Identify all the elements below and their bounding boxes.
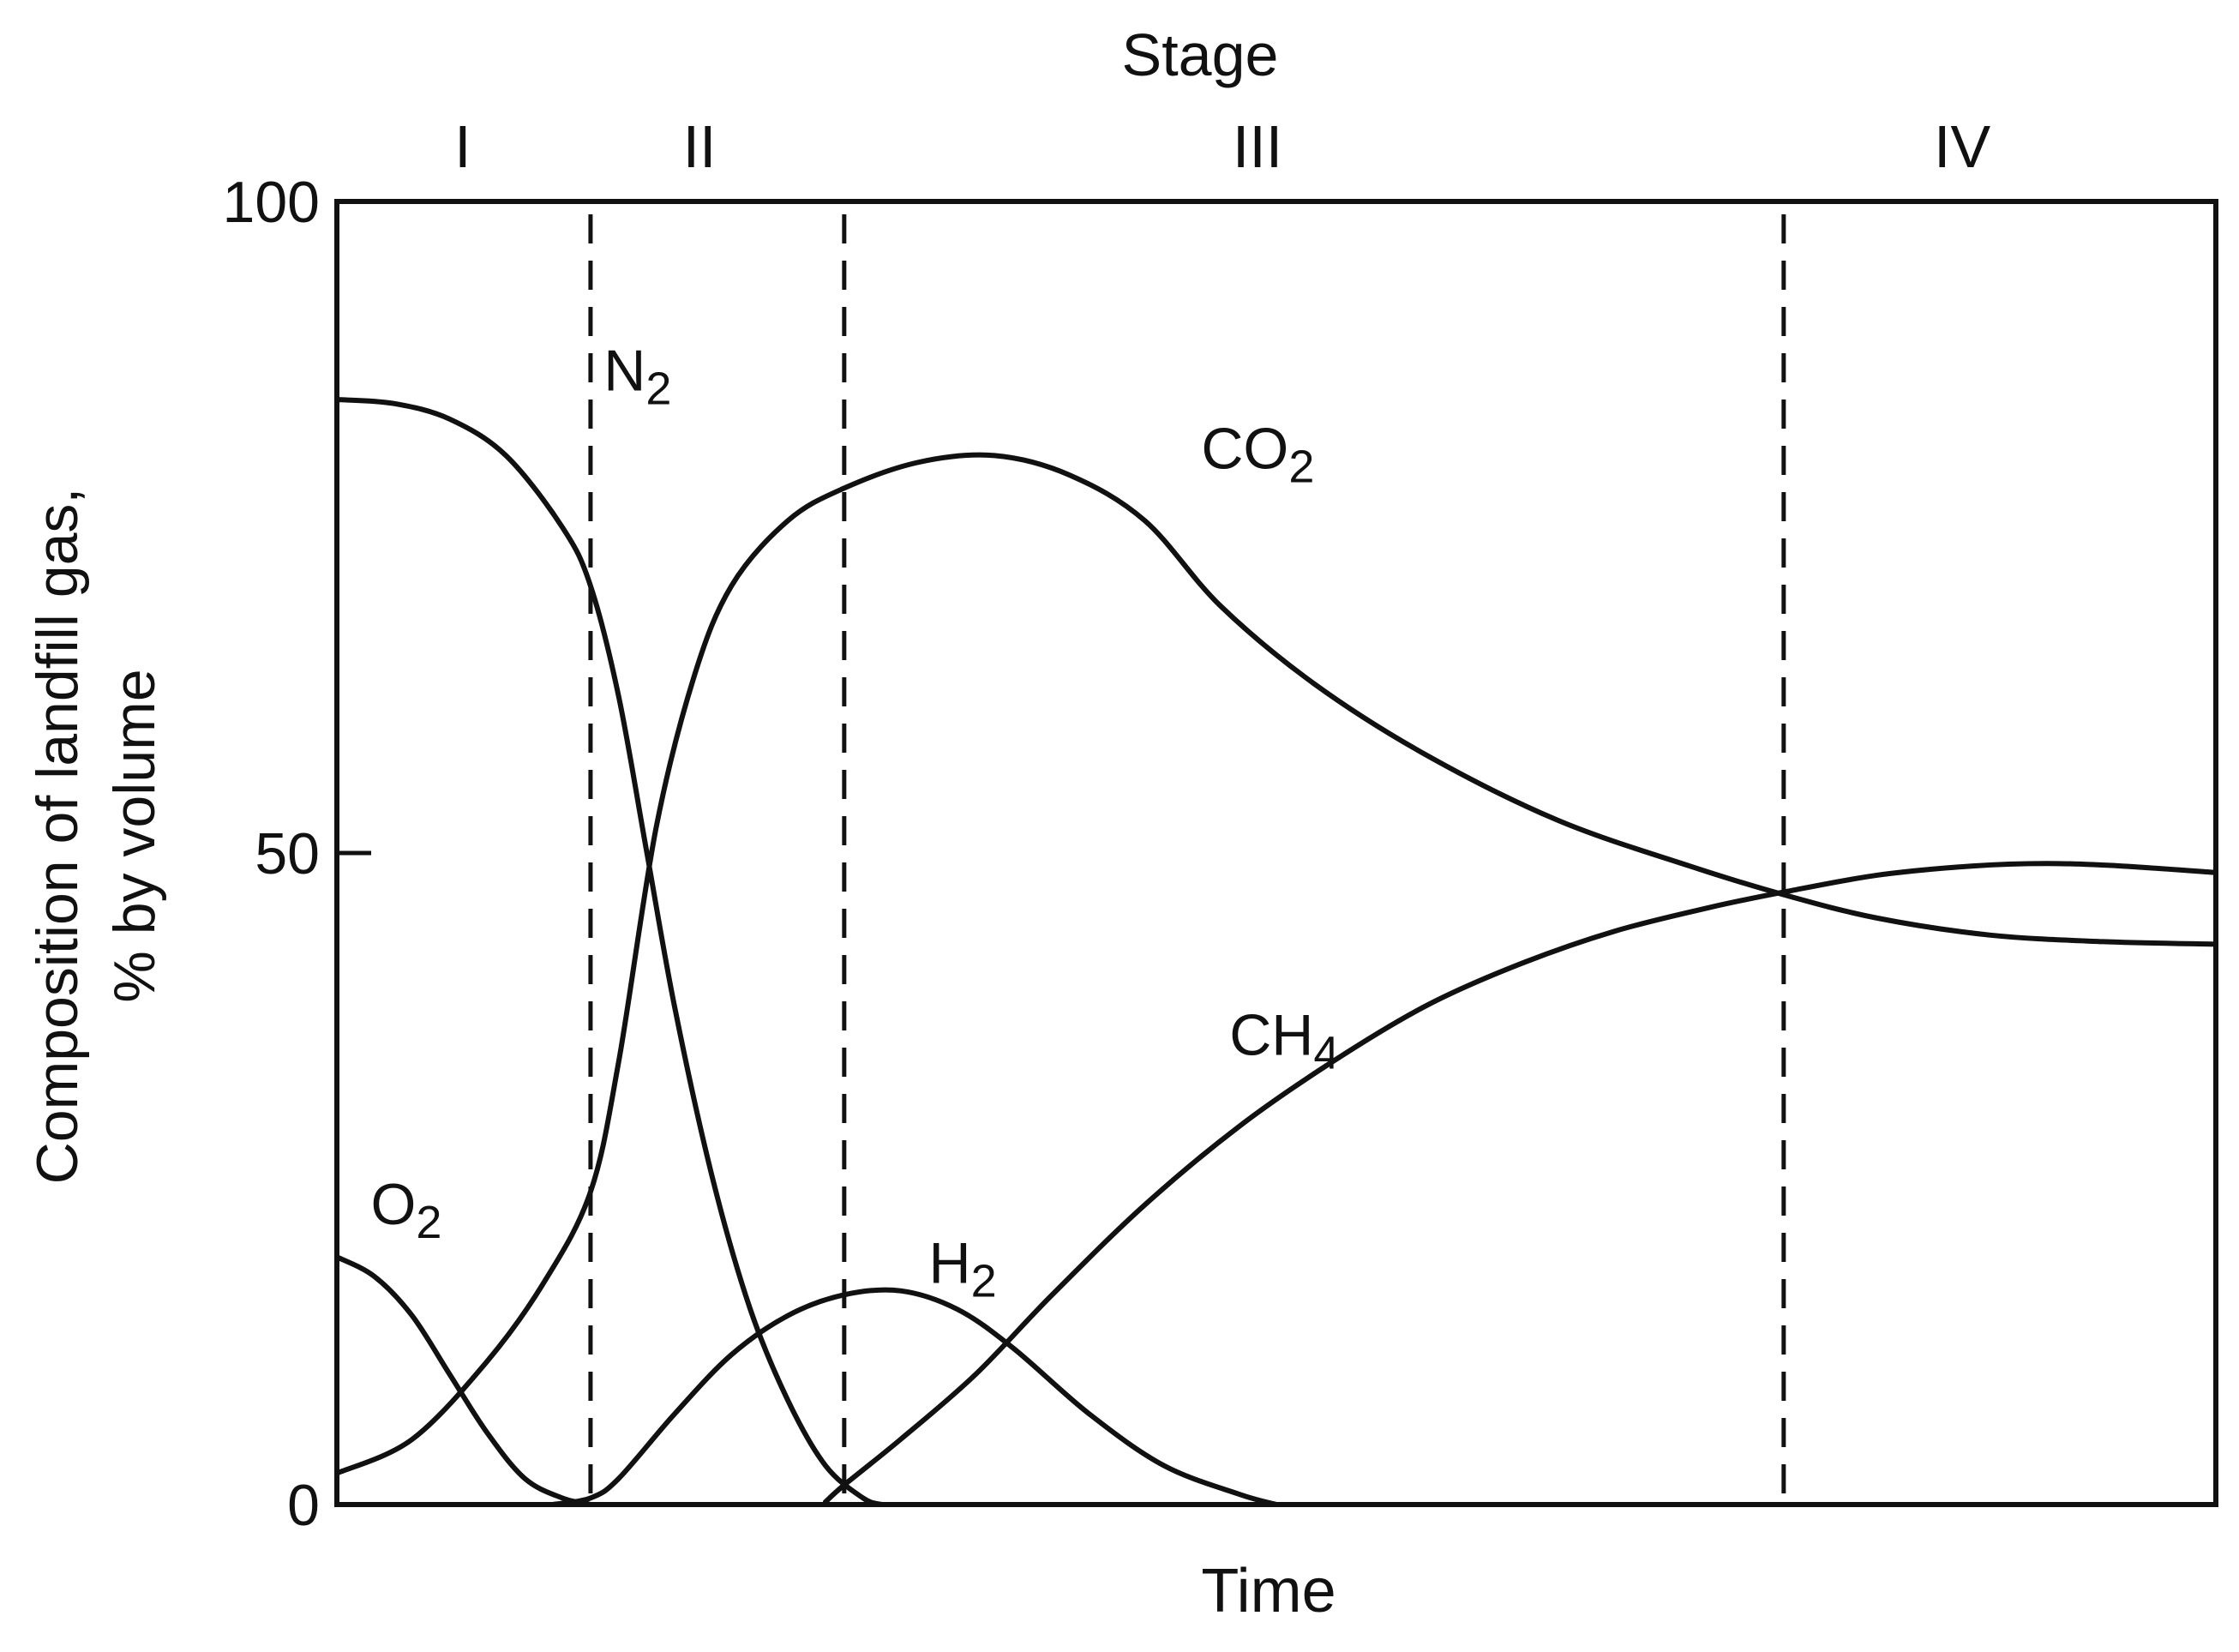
series-line-o2	[334, 1254, 593, 1507]
series-line-n2	[334, 397, 885, 1507]
series-line-h2	[550, 1287, 1279, 1507]
series-line-ch4	[822, 861, 2218, 1505]
series-label-o2: O2	[370, 1172, 441, 1248]
stage-label: II	[683, 113, 717, 180]
series-label-h2: H2	[928, 1231, 996, 1307]
stage-label: I	[454, 113, 471, 180]
top-axis-title: Stage	[1122, 21, 1279, 88]
series-label-n2: N2	[603, 338, 671, 414]
y-tick-label: 100	[223, 170, 320, 235]
series-label-ch4: CH4	[1229, 1003, 1339, 1079]
stage-label: III	[1233, 113, 1282, 180]
y-tick-label: 0	[287, 1473, 320, 1538]
stage-label: IV	[1934, 113, 1990, 180]
y-tick-label: 50	[255, 821, 320, 886]
series-label-co2: CO2	[1201, 417, 1314, 493]
x-axis-title: Time	[1201, 1557, 1336, 1625]
y-axis-title: Composition of landfill gas,% by volume	[25, 488, 167, 1185]
series-line-co2	[334, 452, 2218, 1476]
